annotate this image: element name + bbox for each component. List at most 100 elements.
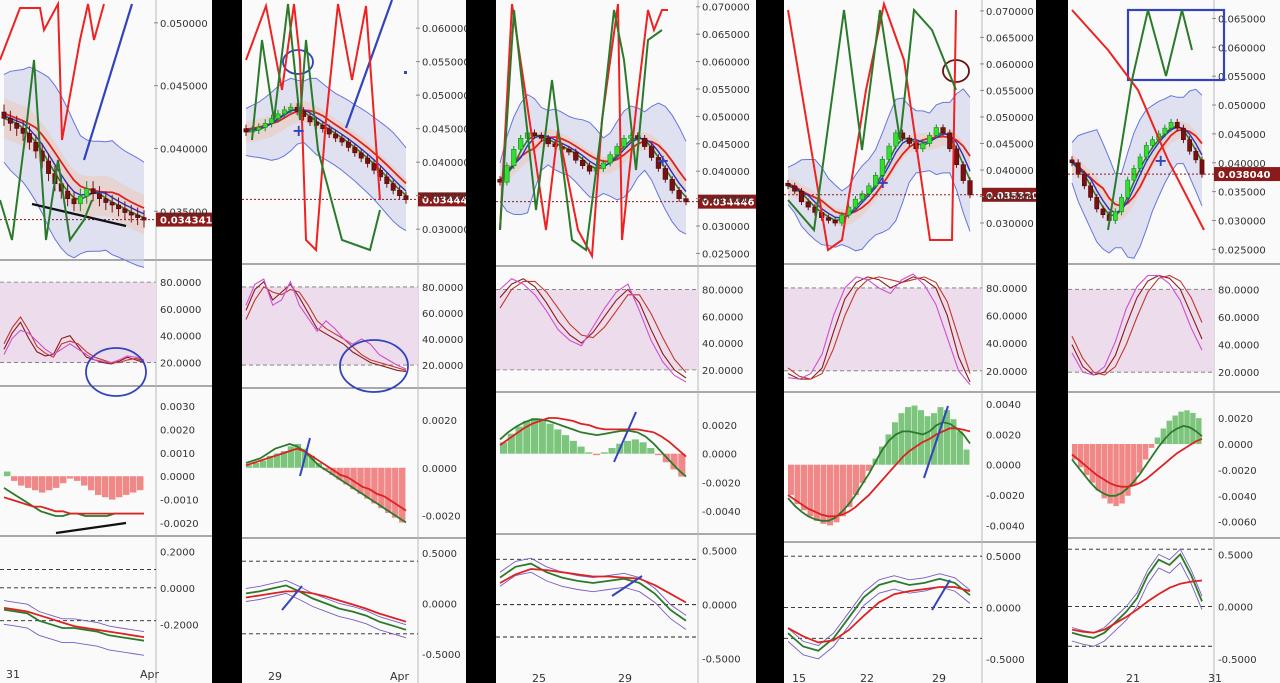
candle	[920, 143, 926, 150]
stoch-tick-label: 20.0000	[986, 367, 1027, 378]
candle	[333, 133, 339, 139]
stoch-tick-label: 80.0000	[702, 285, 743, 296]
candle	[642, 138, 648, 147]
macd-histogram-bar	[801, 464, 807, 511]
last-price-label: 0.034341	[160, 216, 212, 227]
macd-histogram-bar	[866, 464, 872, 471]
macd-tick-label: 0.0020	[422, 416, 457, 427]
candle	[256, 127, 262, 131]
cross-marker: +	[876, 173, 889, 192]
stoch-tick-label: 60.0000	[702, 312, 743, 323]
candle	[307, 116, 313, 123]
stoch-tick-label: 40.0000	[702, 339, 743, 350]
candle	[518, 138, 524, 150]
macd-histogram-bar	[655, 453, 663, 456]
bollinger-upper	[787, 88, 971, 192]
macd-tick-label: 0.0000	[1218, 440, 1253, 451]
price-tick-label: 0.060000	[1218, 43, 1266, 54]
candle	[326, 128, 332, 135]
candle	[960, 164, 966, 181]
trend-line	[923, 405, 949, 479]
macd-histogram-bar	[500, 442, 508, 454]
macd-histogram-bar	[911, 405, 918, 465]
osc-tick-label: -0.5000	[702, 655, 741, 666]
stoch-tick-label: 40.0000	[160, 332, 201, 343]
macd-tick-label: -0.0040	[986, 521, 1025, 532]
macd-histogram-bar	[1196, 418, 1202, 444]
chart-panel-4: 0.035320 0.070000 0.065000 0.060000 0.055000…	[784, 0, 1036, 683]
macd-histogram-bar	[1125, 444, 1131, 496]
candle	[859, 193, 865, 200]
macd-histogram-bar	[1119, 444, 1125, 504]
macd-histogram-bar	[608, 448, 616, 454]
x-tick-label: 15	[792, 672, 806, 683]
osc-slow	[245, 590, 407, 623]
price-tick-label: 0.050000	[422, 91, 466, 102]
price-tick-label: 0.040000	[1218, 159, 1266, 170]
candle	[852, 198, 858, 208]
macd-histogram-bar	[1154, 437, 1161, 444]
highlight-rectangle	[1126, 8, 1226, 82]
last-price-label: 0.034446	[702, 198, 755, 209]
candle	[832, 220, 838, 224]
macd-histogram-bar	[794, 464, 801, 505]
candle	[825, 217, 832, 221]
trend-line	[55, 521, 127, 535]
macd-histogram-bar	[577, 446, 585, 454]
macd-histogram-bar	[308, 455, 316, 468]
osc-tick-label: 0.0000	[422, 600, 457, 611]
candle	[1075, 162, 1081, 175]
osc-slow	[499, 568, 687, 604]
macd-histogram-bar	[957, 431, 963, 465]
osc-tick-label: -0.5000	[422, 650, 461, 661]
macd-histogram-bar	[102, 476, 109, 498]
candle	[933, 127, 939, 136]
macd-line	[499, 418, 687, 478]
macd-histogram-bar	[833, 464, 840, 523]
macd-tick-label: 0.0000	[422, 464, 457, 475]
candle	[621, 138, 627, 147]
candle	[1143, 145, 1149, 158]
trend-line	[31, 202, 127, 228]
macd-histogram-bar	[1101, 444, 1107, 499]
macd-tick-label: -0.0020	[160, 519, 199, 530]
macd-histogram-bar	[931, 413, 937, 465]
candle	[1100, 208, 1106, 216]
price-tick-label: 0.070000	[986, 7, 1034, 18]
stoch-tick-label: 80.0000	[160, 278, 201, 289]
stoch-line	[787, 273, 971, 385]
stoch-tick-label: 20.0000	[160, 359, 201, 370]
osc-slow	[3, 607, 145, 638]
candle	[27, 133, 32, 143]
candle	[1094, 197, 1100, 210]
macd-histogram-bar	[67, 476, 74, 479]
zigzag-green	[499, 9, 663, 252]
macd-histogram-bar	[885, 434, 892, 465]
candle	[71, 198, 77, 205]
price-tick-label: 0.060000	[986, 60, 1034, 71]
osc-thin-2	[3, 623, 145, 656]
price-tick-label: 0.040000	[986, 166, 1034, 177]
stoch-line	[245, 280, 407, 373]
macd-histogram-bar	[600, 452, 608, 454]
candle	[607, 154, 613, 164]
candle	[785, 182, 791, 187]
macd-tick-label: 0.0020	[702, 421, 737, 432]
macd-histogram-bar	[507, 433, 515, 454]
stoch-line	[3, 329, 145, 364]
zigzag-green	[0, 59, 93, 243]
last-price-label-bg	[156, 212, 212, 227]
candle	[676, 190, 682, 199]
macd-histogram-bar	[287, 446, 295, 468]
macd-histogram-bar	[1148, 444, 1155, 448]
macd-line	[787, 421, 971, 522]
stoch-tick-label: 80.0000	[986, 284, 1027, 295]
macd-histogram-bar	[273, 453, 281, 468]
candle	[1069, 159, 1075, 164]
macd-histogram-bar	[364, 467, 371, 499]
stoch-tick-label: 20.0000	[1218, 368, 1259, 379]
zigzag-green	[787, 7, 957, 233]
bollinger-lower	[1071, 163, 1203, 259]
macd-histogram-bar	[892, 422, 898, 465]
price-tick-label: 0.055000	[986, 86, 1034, 97]
